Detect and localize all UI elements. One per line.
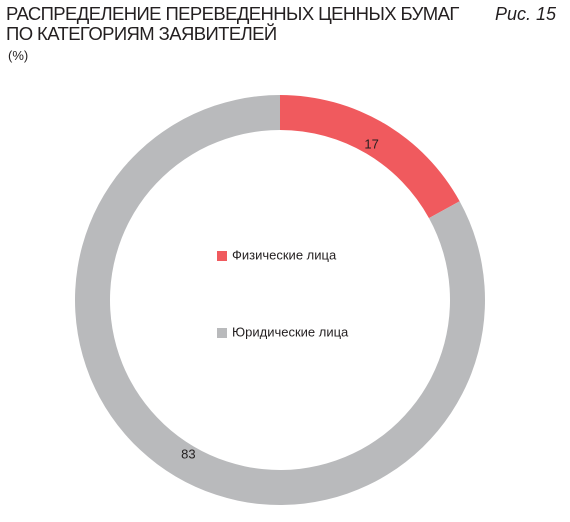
chart-subtitle: (%) [8,48,29,63]
legend-label: Юридические лица [232,324,349,339]
figure-label: Рис. 15 [494,4,556,24]
donut-segment [280,95,460,219]
chart-title: РАСПРЕДЕЛЕНИЕ ПЕРЕВЕДЕННЫХ ЦЕННЫХ БУМАГ … [6,3,459,44]
legend-swatch [217,328,227,338]
legend-label: Физические лица [232,247,337,262]
data-label: 83 [181,446,195,461]
data-label: 17 [364,137,378,152]
legend-swatch [217,251,227,261]
